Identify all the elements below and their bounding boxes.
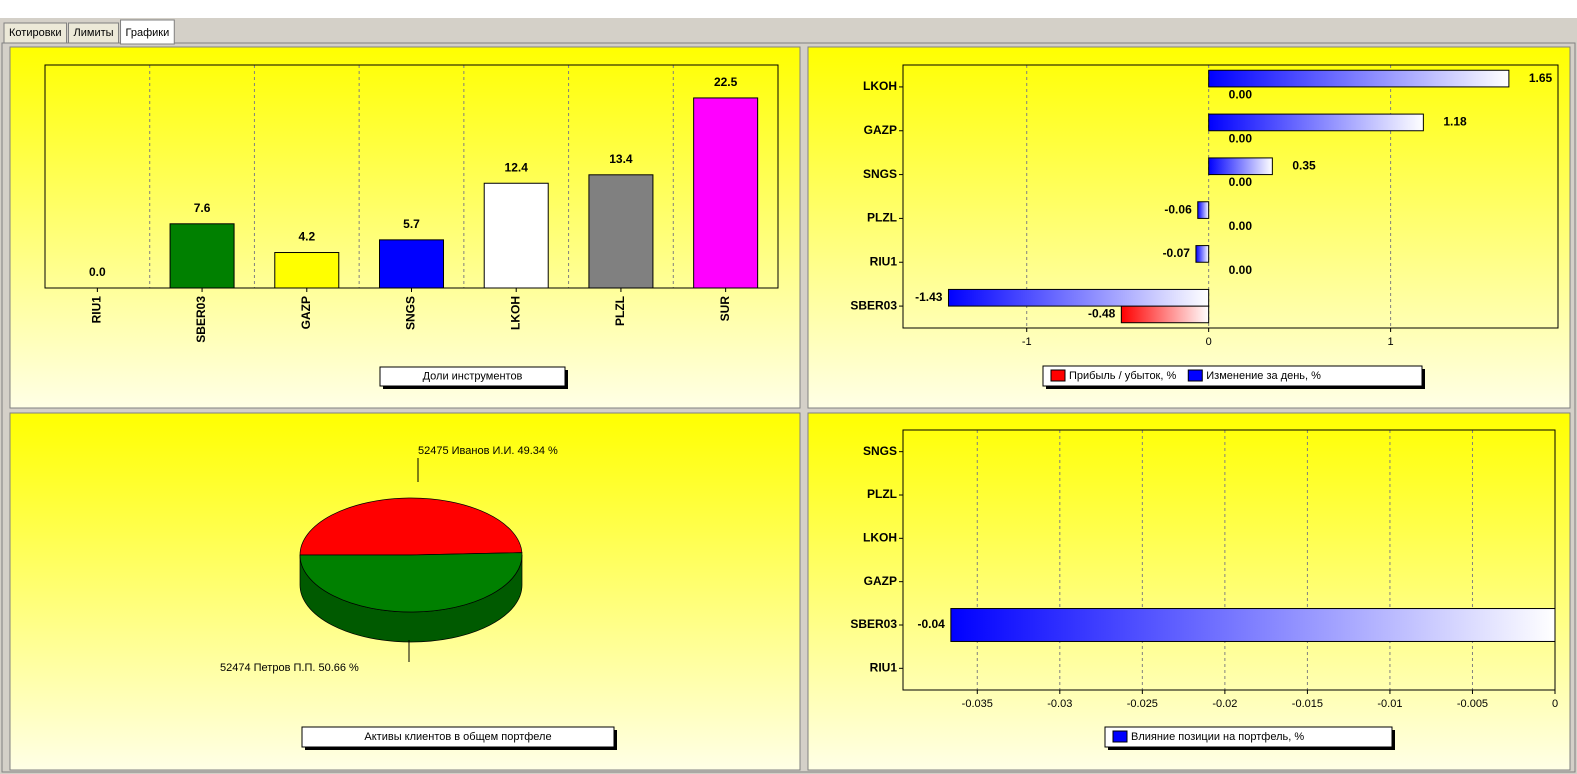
tab[interactable] — [68, 22, 120, 44]
x-tick-label: -0.03 — [1047, 698, 1072, 710]
value-label: 0.00 — [1229, 87, 1253, 101]
legend — [379, 366, 566, 387]
x-tick-label: SNGS — [404, 296, 418, 330]
legend-label: Прибыль / убыток, % — [1069, 370, 1176, 382]
tab-label: Лимиты — [74, 27, 114, 39]
legend-swatch — [1112, 730, 1128, 743]
x-tick-label: -0.025 — [1127, 698, 1158, 710]
x-tick-label: -0.015 — [1292, 698, 1323, 710]
legend-swatch — [1187, 369, 1203, 382]
value-label: 22.5 — [714, 75, 738, 89]
value-label: -0.04 — [918, 617, 946, 631]
chart-panel — [9, 46, 801, 409]
value-label: -1.43 — [915, 290, 943, 304]
chart-panel — [807, 46, 1571, 409]
legend-swatch — [1050, 369, 1066, 382]
y-tick-label: GAZP — [864, 574, 897, 588]
value-label: 7.6 — [194, 201, 211, 215]
x-tick-label: RIU1 — [90, 296, 104, 324]
value-label: 13.4 — [609, 152, 633, 166]
y-tick-label: SBER03 — [850, 298, 897, 312]
bar — [169, 223, 235, 289]
bar — [274, 252, 340, 289]
value-label: 12.4 — [505, 160, 529, 174]
value-label: 0.00 — [1229, 219, 1253, 233]
pie-slice — [299, 552, 523, 613]
tab-label: Котировки — [9, 27, 62, 39]
y-tick-label: PLZL — [867, 211, 897, 225]
value-label: -0.06 — [1164, 202, 1192, 216]
bar — [379, 239, 444, 289]
legend-label: Изменение за день, % — [1206, 370, 1321, 382]
y-tick-label: RIU1 — [870, 254, 898, 268]
legend-label: Доли инструментов — [423, 370, 523, 382]
chart-panel — [807, 412, 1571, 771]
y-tick-label: SNGS — [863, 167, 897, 181]
y-tick-label: SBER03 — [850, 617, 897, 631]
value-label: 5.7 — [403, 217, 420, 231]
x-tick-label: SBER03 — [194, 296, 208, 343]
slice-label: 52474 Петров П.П. 50.66 % — [220, 662, 359, 674]
value-label: 0.00 — [1229, 175, 1253, 189]
bar — [483, 182, 549, 289]
bar — [693, 97, 759, 289]
legend — [1042, 365, 1423, 387]
bar — [1120, 305, 1210, 324]
slice-label: 52475 Иванов И.И. 49.34 % — [418, 445, 558, 457]
value-label: 1.65 — [1529, 71, 1553, 85]
plot-frame — [44, 64, 779, 289]
plot-frame — [902, 429, 1556, 691]
value-label: 0.00 — [1229, 131, 1253, 145]
x-tick-label: GAZP — [299, 296, 313, 329]
x-tick-label: PLZL — [613, 296, 627, 326]
y-tick-label: GAZP — [864, 123, 897, 137]
x-tick-label: -0.035 — [962, 698, 993, 710]
x-tick-label: -0.02 — [1212, 698, 1237, 710]
legend — [1104, 726, 1393, 748]
y-tick-label: SNGS — [863, 444, 897, 458]
x-tick-label: -0.01 — [1377, 698, 1402, 710]
legend — [301, 726, 615, 748]
y-tick-label: PLZL — [867, 487, 897, 501]
bar — [947, 288, 1210, 307]
tab[interactable] — [3, 22, 68, 44]
value-label: 0.00 — [1229, 263, 1253, 277]
x-tick-label: -0.005 — [1457, 698, 1488, 710]
bar — [1208, 69, 1510, 88]
legend-label: Влияние позиции на портфель, % — [1131, 731, 1304, 743]
y-tick-label: LKOH — [863, 79, 897, 93]
pie-slice — [299, 497, 523, 556]
y-tick-label: RIU1 — [870, 661, 898, 675]
x-tick-label: 0 — [1552, 698, 1558, 710]
value-label: 4.2 — [298, 230, 315, 244]
bar — [1208, 157, 1273, 176]
legend-label: Активы клиентов в общем портфеле — [364, 731, 551, 743]
x-tick-label: LKOH — [508, 296, 522, 330]
tab-label: Графики — [126, 27, 170, 39]
tab[interactable] — [120, 19, 175, 45]
y-tick-label: LKOH — [863, 531, 897, 545]
value-label: 0.35 — [1292, 158, 1316, 172]
x-tick-label: SUR — [718, 296, 732, 322]
bar — [1208, 113, 1424, 132]
x-tick-label: 0 — [1206, 336, 1212, 348]
plot-frame — [902, 64, 1559, 329]
bar — [1195, 245, 1210, 263]
bar — [950, 608, 1556, 642]
value-label: 0.0 — [89, 265, 106, 279]
value-label: 1.18 — [1443, 115, 1467, 129]
value-label: -0.48 — [1088, 307, 1116, 321]
value-label: -0.07 — [1163, 246, 1191, 260]
x-tick-label: -1 — [1022, 336, 1032, 348]
bar — [588, 174, 654, 289]
bar — [1197, 201, 1210, 219]
x-tick-label: 1 — [1388, 336, 1394, 348]
